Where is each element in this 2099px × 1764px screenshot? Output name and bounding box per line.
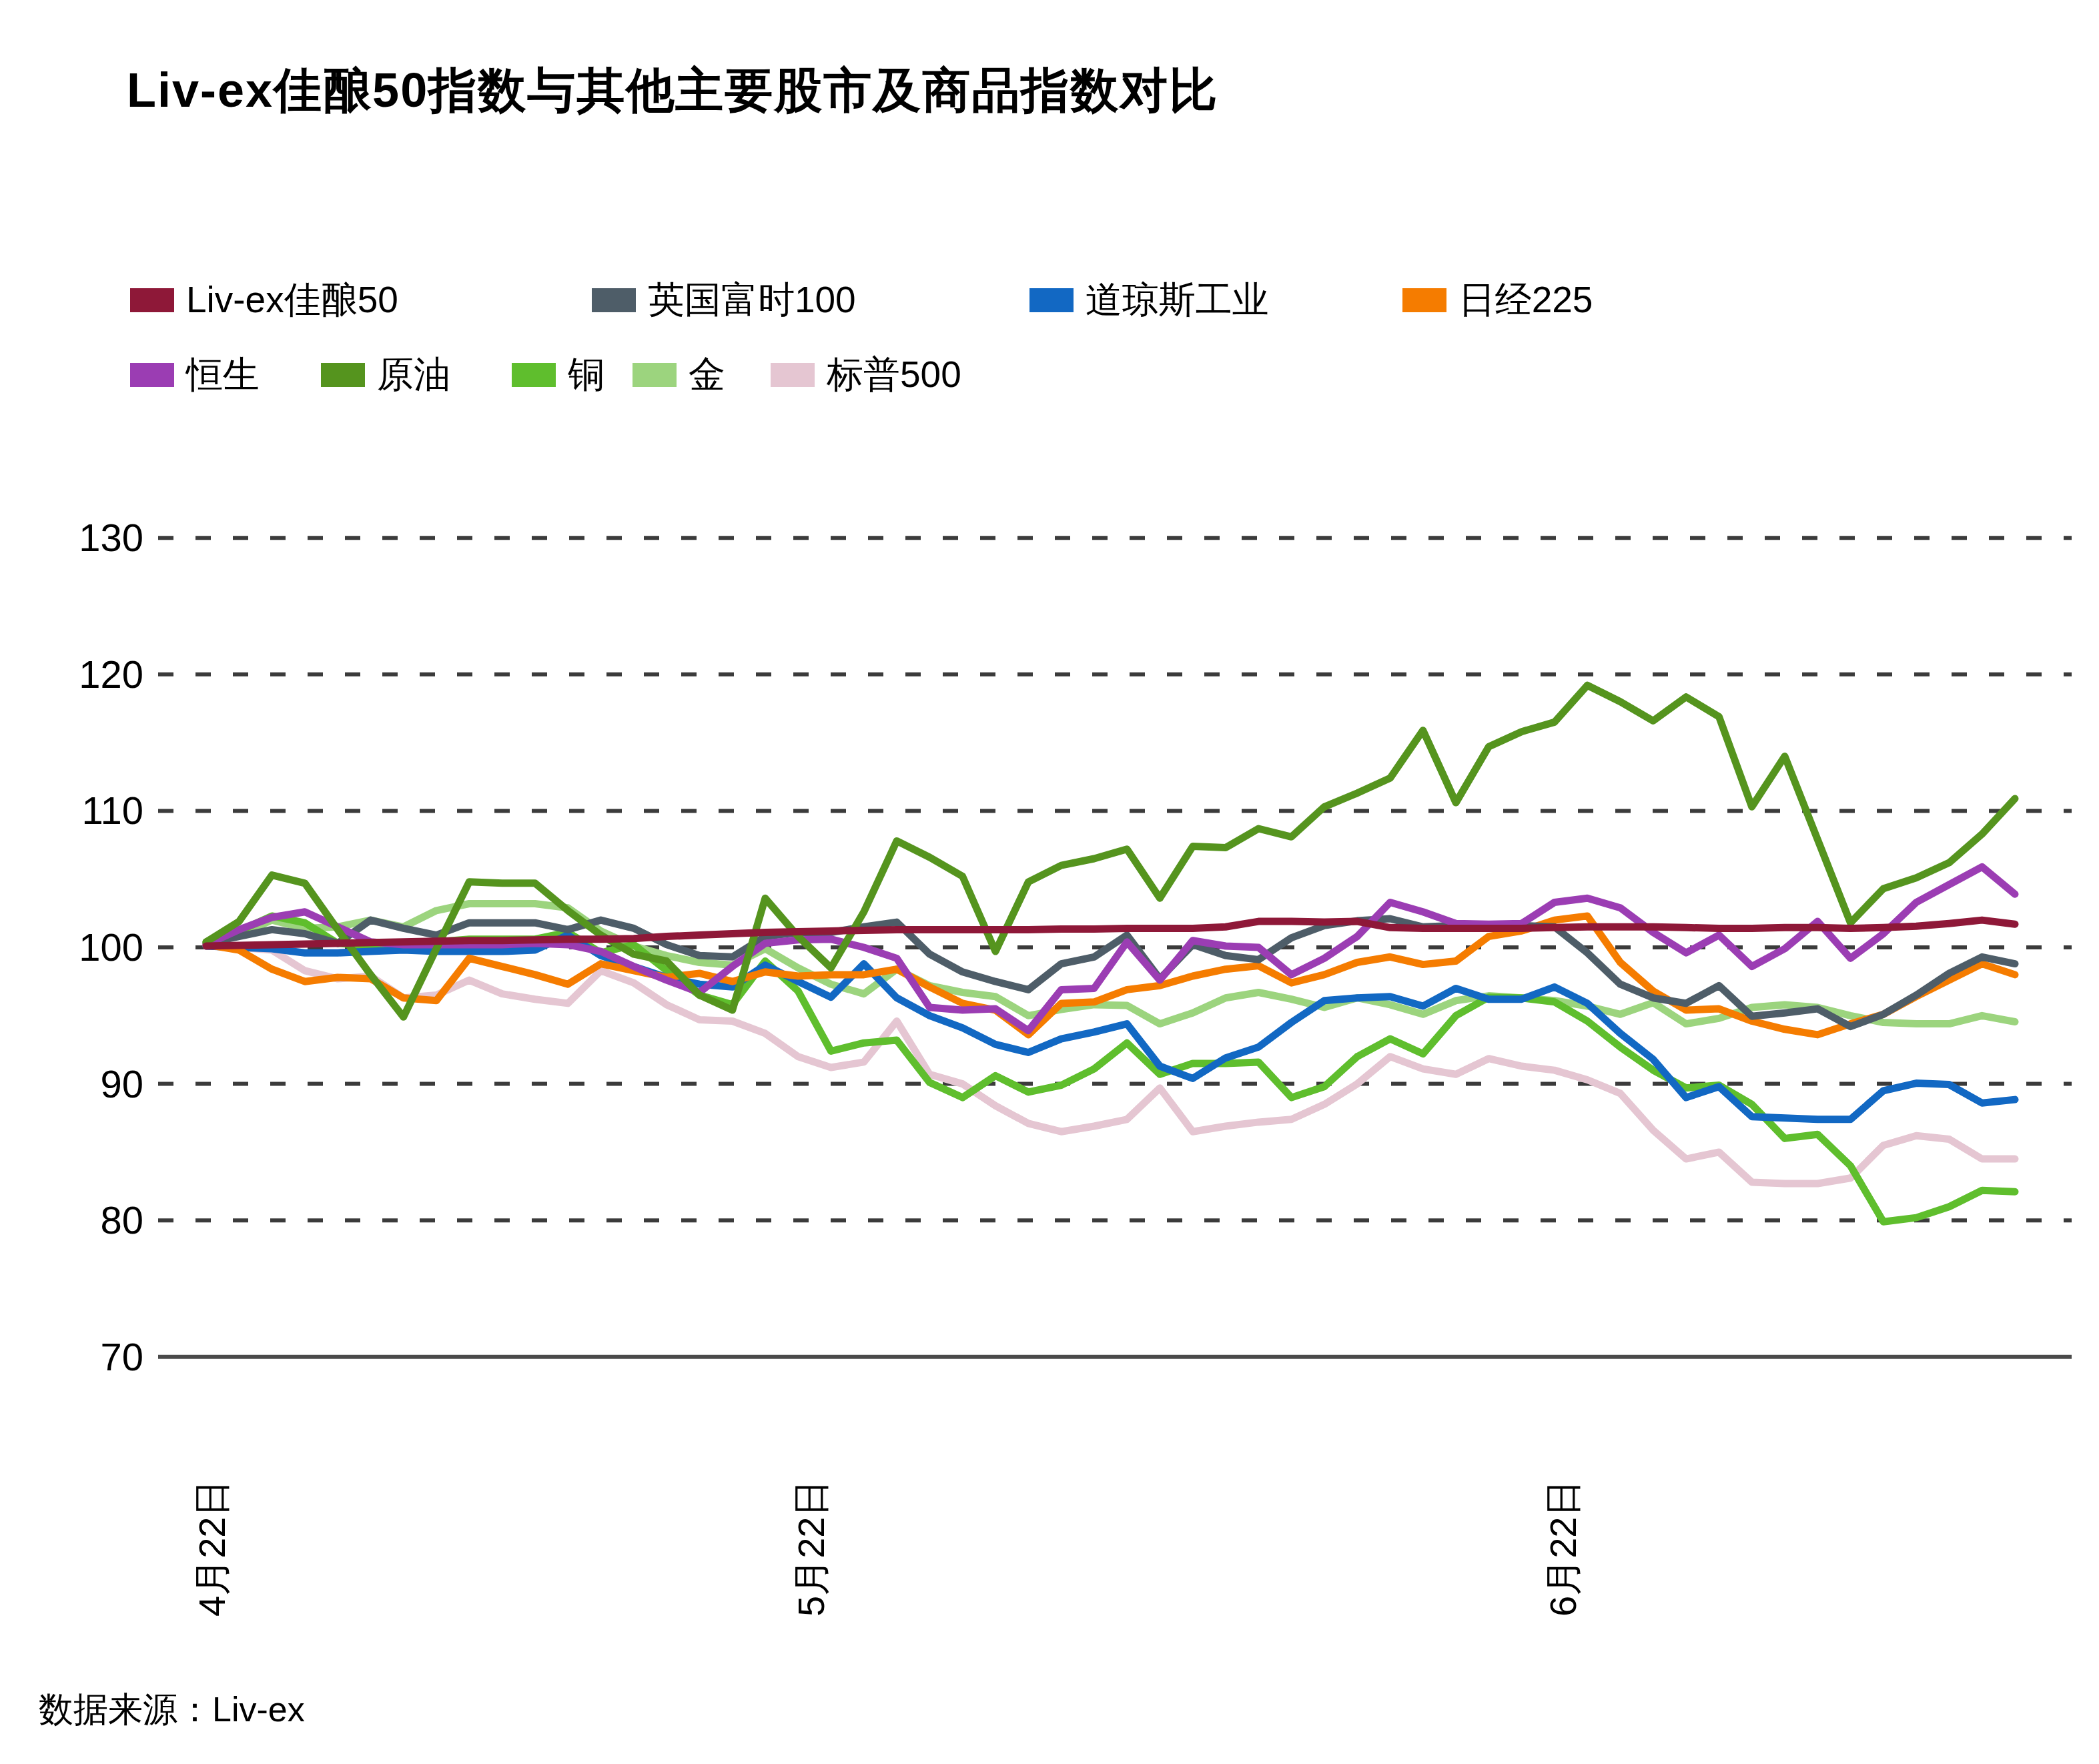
x-tick-label: 4月22日 <box>191 1480 233 1617</box>
y-tick-label: 80 <box>100 1198 143 1242</box>
page: Liv-ex佳酿50指数与其他主要股市及商品指数对比 Liv-ex佳酿50英国富… <box>0 0 2099 1764</box>
series-line-标普500 <box>206 946 2015 1184</box>
source-note: 数据来源：Liv-ex <box>39 1687 305 1733</box>
series-line-英国富时100 <box>206 919 2015 1027</box>
line-chart: 70 80 90 100 110 120 130 4月22日 5月22日 6月22日 <box>0 0 2099 1764</box>
y-tick-label: 100 <box>79 925 143 969</box>
y-tick-label: 110 <box>82 789 143 832</box>
x-tick-label: 6月22日 <box>1542 1480 1584 1617</box>
y-tick-label: 120 <box>79 652 143 696</box>
series-line-日经225 <box>206 916 2015 1035</box>
y-tick-label: 90 <box>100 1062 143 1106</box>
x-tick-label: 5月22日 <box>790 1480 832 1617</box>
y-tick-label: 70 <box>100 1335 143 1378</box>
y-tick-label: 130 <box>79 516 143 559</box>
